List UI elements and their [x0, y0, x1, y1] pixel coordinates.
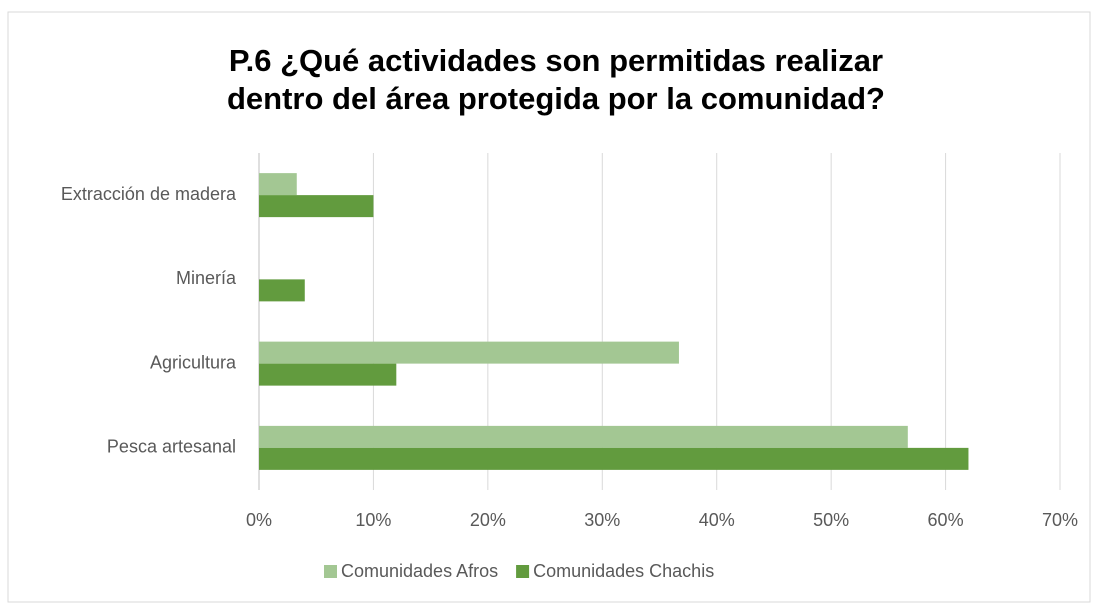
- y-tick-label: Minería: [176, 268, 237, 288]
- x-tick-label: 60%: [928, 510, 964, 530]
- legend-label: Comunidades Afros: [341, 561, 498, 581]
- bar: [259, 447, 969, 470]
- bar: [259, 195, 374, 218]
- chart-border: [7, 11, 1091, 603]
- legend-swatch: [324, 565, 337, 578]
- x-tick-label: 10%: [355, 510, 391, 530]
- x-tick-label: 50%: [813, 510, 849, 530]
- bar: [259, 425, 908, 448]
- legend-label: Comunidades Chachis: [533, 561, 714, 581]
- bar: [259, 341, 679, 364]
- chart-title: P.6 ¿Qué actividades son permitidas real…: [229, 43, 883, 78]
- bar: [259, 173, 297, 196]
- y-tick-label: Extracción de madera: [61, 184, 237, 204]
- bar: [259, 363, 397, 386]
- y-tick-label: Agricultura: [150, 352, 237, 372]
- bar: [259, 279, 305, 302]
- x-tick-label: 30%: [584, 510, 620, 530]
- legend-swatch: [516, 565, 530, 578]
- y-tick-label: Pesca artesanal: [107, 437, 236, 457]
- x-tick-label: 70%: [1042, 510, 1078, 530]
- chart-title: dentro del área protegida por la comunid…: [227, 81, 885, 116]
- x-tick-label: 40%: [699, 510, 735, 530]
- x-tick-label: 20%: [470, 510, 506, 530]
- x-tick-label: 0%: [246, 510, 272, 530]
